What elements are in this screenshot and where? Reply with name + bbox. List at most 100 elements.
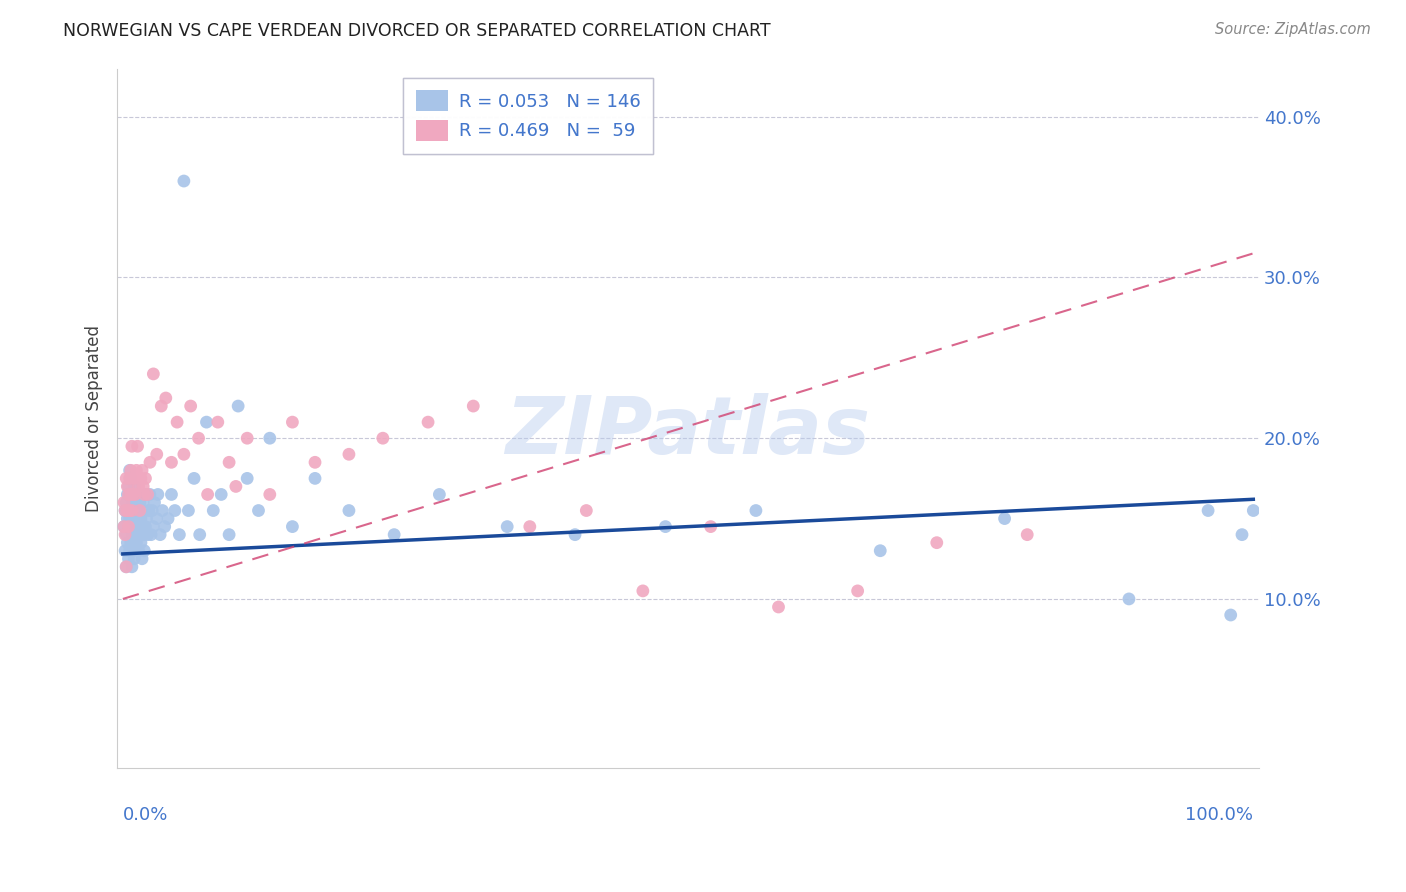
- Point: [117, 503, 139, 517]
- Point: [120, 503, 142, 517]
- Point: [138, 503, 160, 517]
- Point: [117, 511, 139, 525]
- Point: [118, 543, 141, 558]
- Point: [135, 511, 157, 525]
- Point: [382, 527, 405, 541]
- Point: [134, 487, 156, 501]
- Point: [183, 471, 205, 485]
- Point: [127, 439, 149, 453]
- Point: [631, 583, 654, 598]
- Point: [122, 479, 145, 493]
- Point: [121, 503, 143, 517]
- Text: ZIPatlas: ZIPatlas: [506, 393, 870, 471]
- Point: [160, 455, 183, 469]
- Point: [120, 471, 142, 485]
- Point: [575, 503, 598, 517]
- Point: [225, 479, 247, 493]
- Point: [169, 527, 191, 541]
- Point: [115, 495, 138, 509]
- Point: [157, 511, 180, 525]
- Point: [427, 487, 450, 501]
- Point: [128, 495, 150, 509]
- Point: [146, 487, 169, 501]
- Point: [337, 503, 360, 517]
- Point: [117, 551, 139, 566]
- Point: [281, 415, 304, 429]
- Point: [129, 471, 152, 485]
- Point: [281, 519, 304, 533]
- Legend: R = 0.053   N = 146, R = 0.469   N =  59: R = 0.053 N = 146, R = 0.469 N = 59: [404, 78, 654, 153]
- Point: [141, 503, 163, 517]
- Point: [120, 463, 142, 477]
- Point: [118, 487, 141, 501]
- Point: [143, 495, 166, 509]
- Point: [134, 519, 156, 533]
- Point: [125, 535, 148, 549]
- Point: [124, 487, 146, 501]
- Point: [745, 503, 768, 517]
- Point: [128, 479, 150, 493]
- Point: [416, 415, 439, 429]
- Point: [236, 471, 259, 485]
- Point: [371, 431, 394, 445]
- Point: [121, 559, 143, 574]
- Point: [304, 455, 326, 469]
- Point: [117, 479, 139, 493]
- Point: [304, 471, 326, 485]
- Point: [129, 535, 152, 549]
- Point: [846, 583, 869, 598]
- Point: [134, 487, 156, 501]
- Point: [145, 511, 167, 525]
- Point: [122, 519, 145, 533]
- Point: [188, 527, 211, 541]
- Text: NORWEGIAN VS CAPE VERDEAN DIVORCED OR SEPARATED CORRELATION CHART: NORWEGIAN VS CAPE VERDEAN DIVORCED OR SE…: [63, 22, 770, 40]
- Point: [118, 511, 141, 525]
- Point: [259, 487, 281, 501]
- Point: [145, 447, 167, 461]
- Point: [112, 519, 135, 533]
- Point: [122, 471, 145, 485]
- Point: [259, 431, 281, 445]
- Point: [925, 535, 948, 549]
- Point: [117, 487, 139, 501]
- Point: [150, 399, 173, 413]
- Point: [114, 543, 136, 558]
- Point: [120, 535, 142, 549]
- Point: [136, 487, 159, 501]
- Point: [131, 463, 153, 477]
- Point: [994, 511, 1017, 525]
- Point: [496, 519, 519, 533]
- Point: [128, 503, 150, 517]
- Point: [112, 519, 135, 533]
- Point: [463, 399, 485, 413]
- Point: [163, 503, 186, 517]
- Point: [118, 471, 141, 485]
- Point: [654, 519, 676, 533]
- Point: [124, 527, 146, 541]
- Point: [131, 551, 153, 566]
- Point: [1118, 591, 1140, 606]
- Point: [128, 527, 150, 541]
- Point: [187, 431, 209, 445]
- Point: [173, 174, 195, 188]
- Point: [115, 559, 138, 574]
- Point: [117, 487, 139, 501]
- Point: [195, 415, 218, 429]
- Point: [139, 455, 162, 469]
- Point: [1230, 527, 1253, 541]
- Point: [131, 519, 153, 533]
- Point: [132, 527, 155, 541]
- Point: [122, 511, 145, 525]
- Point: [1017, 527, 1039, 541]
- Point: [114, 503, 136, 517]
- Point: [155, 391, 177, 405]
- Point: [134, 543, 156, 558]
- Point: [122, 551, 145, 566]
- Point: [115, 559, 138, 574]
- Point: [699, 519, 721, 533]
- Point: [218, 527, 240, 541]
- Point: [115, 527, 138, 541]
- Point: [218, 455, 240, 469]
- Point: [128, 543, 150, 558]
- Point: [115, 471, 138, 485]
